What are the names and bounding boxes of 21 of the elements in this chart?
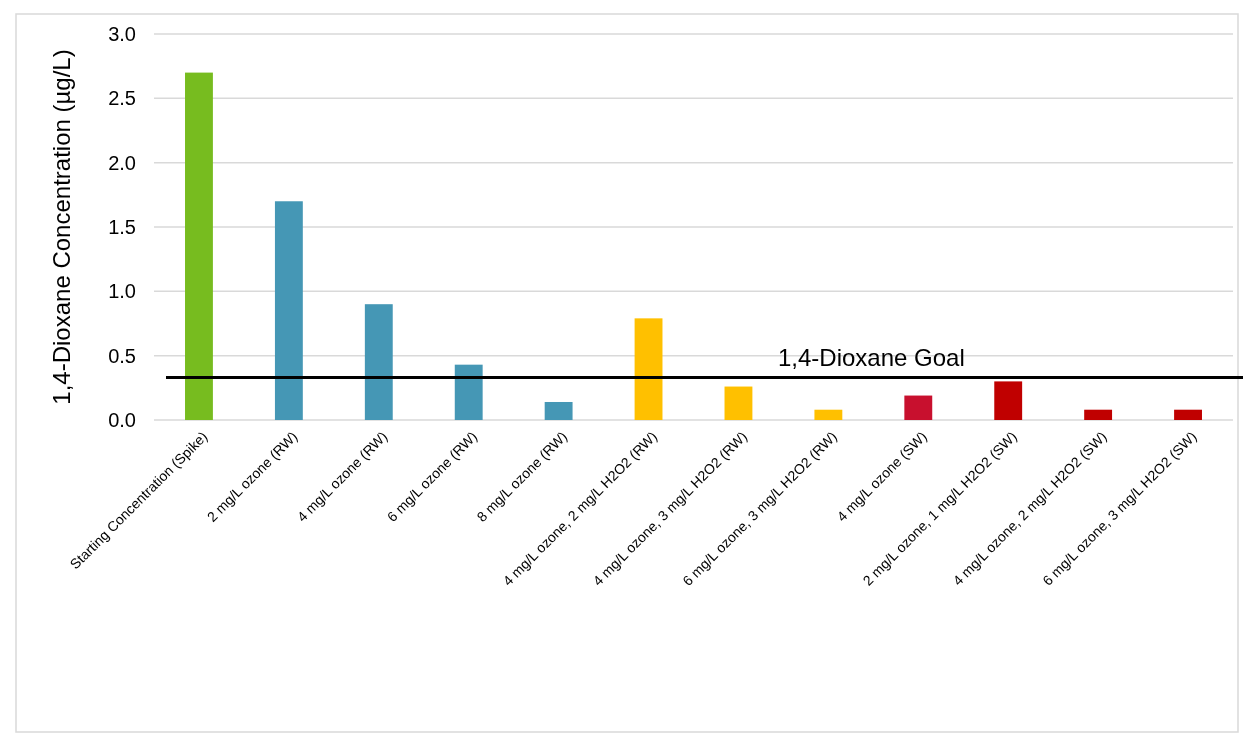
bar	[274, 201, 303, 420]
y-tick-label: 3.0	[108, 23, 136, 45]
bar	[724, 386, 753, 420]
y-tick-label: 2.0	[108, 151, 136, 174]
bar	[1084, 409, 1113, 420]
bar	[454, 364, 483, 420]
y-tick-label: 2.5	[108, 87, 136, 110]
y-tick-label: 0.5	[108, 344, 136, 367]
bar	[994, 381, 1023, 420]
y-tick-label: 1.0	[108, 280, 136, 303]
bar	[634, 318, 663, 420]
bar	[185, 72, 213, 420]
bar	[904, 395, 933, 420]
y-tick-label: 0.0	[108, 409, 136, 431]
y-axis-title: 1,4-Dioxane Concentration (µg/L)	[48, 49, 75, 405]
bar	[1174, 409, 1202, 420]
bar	[544, 401, 573, 420]
y-tick-label: 1.5	[108, 216, 136, 238]
bar	[814, 409, 843, 420]
bar	[364, 304, 393, 420]
ref-line-label: 1,4-Dioxane Goal	[778, 343, 965, 371]
